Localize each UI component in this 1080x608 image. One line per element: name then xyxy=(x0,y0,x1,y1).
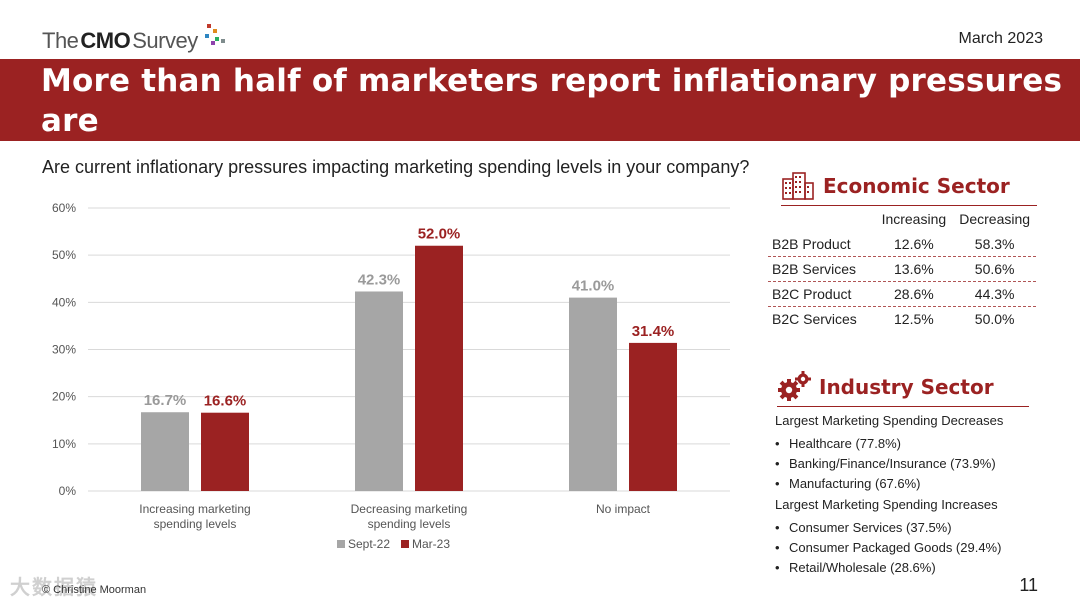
slide-title: More than half of marketers report infla… xyxy=(0,59,1080,181)
y-tick-label: 10% xyxy=(52,437,76,451)
x-tick-label: No impact xyxy=(596,502,651,516)
bar-mar-23 xyxy=(629,342,677,491)
sector-decreasing: 50.0% xyxy=(974,311,1015,327)
list-item: Manufacturing (67.6%) xyxy=(775,474,1035,494)
industry-sector-title: Industry Sector xyxy=(819,375,994,399)
bar-chart: 0% 10% 20% 30% 40% 50% 60% 16.7% 16.6% Increasing… xyxy=(52,201,730,551)
logo-dots-icon xyxy=(201,22,231,48)
bar-sept-22 xyxy=(141,412,189,491)
industry-sector-header: Industry Sector xyxy=(777,370,994,404)
economic-sector-table: Increasing Decreasing B2B Product 12.6% … xyxy=(768,206,1036,331)
data-label: 16.7% xyxy=(144,392,187,409)
slide-title-line2: causing a decrease in spending, up 20% f… xyxy=(41,143,1052,179)
increases-heading: Largest Marketing Spending Increases xyxy=(775,497,998,512)
legend-label: Sept-22 xyxy=(348,537,390,551)
economic-sector-header: Economic Sector xyxy=(781,171,1010,201)
x-tick-label: Increasing marketing xyxy=(139,502,250,516)
decreases-heading: Largest Marketing Spending Decreases xyxy=(775,413,1004,428)
sector-decreasing: 44.3% xyxy=(974,286,1015,302)
legend-label: Mar-23 xyxy=(412,537,450,551)
y-tick-label: 30% xyxy=(52,343,76,357)
title-banner: More than half of marketers report infla… xyxy=(0,59,1080,179)
sector-name: B2C Services xyxy=(772,311,857,327)
x-tick-label: spending levels xyxy=(368,517,451,531)
sector-decreasing: 58.3% xyxy=(974,236,1015,252)
table-row: B2C Product 28.6% 44.3% xyxy=(768,281,1036,306)
page-number: 11 xyxy=(1019,575,1038,595)
sector-increasing: 12.6% xyxy=(894,236,934,252)
y-tick-label: 50% xyxy=(52,248,76,262)
table-row: B2B Product 12.6% 58.3% xyxy=(768,232,1036,256)
increases-list: Consumer Services (37.5%) Consumer Packa… xyxy=(775,518,1035,578)
logo-the-text: The xyxy=(42,28,79,53)
legend-swatch xyxy=(401,540,409,548)
legend-swatch xyxy=(337,540,345,548)
logo-cmo-text: CMO xyxy=(80,28,131,53)
header-increasing: Increasing xyxy=(881,211,947,227)
sector-increasing: 28.6% xyxy=(894,286,934,302)
list-item: Healthcare (77.8%) xyxy=(775,434,1035,454)
list-item: Consumer Services (37.5%) xyxy=(775,518,1035,538)
data-label: 52.0% xyxy=(418,226,461,243)
economic-table-header: Increasing Decreasing xyxy=(768,206,1036,232)
report-date: March 2023 xyxy=(958,30,1044,47)
watermark: 大数据猿 xyxy=(10,577,98,599)
y-tick-label: 20% xyxy=(52,390,76,404)
x-tick-label: spending levels xyxy=(154,517,237,531)
logo-survey-text: Survey xyxy=(132,28,198,53)
bar-mar-23 xyxy=(415,245,463,491)
y-tick-label: 40% xyxy=(52,295,76,309)
economic-sector-title: Economic Sector xyxy=(823,174,1010,198)
building-icon xyxy=(782,172,814,200)
copyright-text: © Christine Moorman xyxy=(42,584,147,596)
list-item: Retail/Wholesale (28.6%) xyxy=(775,558,1035,578)
cmo-survey-logo: The CMO Survey xyxy=(42,22,231,53)
x-tick-label: Decreasing marketing xyxy=(351,502,468,516)
sector-name: B2B Product xyxy=(772,236,851,252)
table-row: B2C Services 12.5% 50.0% xyxy=(768,306,1036,331)
industry-sector-list: Largest Marketing Spending Decreases Hea… xyxy=(775,412,1035,580)
decreases-list: Healthcare (77.8%) Banking/Finance/Insur… xyxy=(775,434,1035,494)
data-label: 31.4% xyxy=(632,323,675,340)
list-item: Banking/Finance/Insurance (73.9%) xyxy=(775,454,1035,474)
data-label: 16.6% xyxy=(204,393,247,410)
survey-question: Are current inflationary pressures impac… xyxy=(42,157,750,177)
industry-sector-rule xyxy=(777,406,1029,407)
slide-title-line1: More than half of marketers report infla… xyxy=(41,63,1063,139)
table-row: B2B Services 13.6% 50.6% xyxy=(768,256,1036,281)
header-decreasing: Decreasing xyxy=(959,211,1031,227)
y-tick-label: 0% xyxy=(59,484,77,498)
bar-sept-22 xyxy=(355,291,403,491)
data-label: 42.3% xyxy=(358,271,401,288)
economic-sector-rule xyxy=(781,205,1037,206)
sector-increasing: 13.6% xyxy=(894,261,934,277)
gears-icon xyxy=(778,371,811,401)
y-tick-label: 60% xyxy=(52,201,76,215)
bar-mar-23 xyxy=(201,412,249,491)
sector-increasing: 12.5% xyxy=(894,311,934,327)
sector-name: B2C Product xyxy=(772,286,852,302)
sector-name: B2B Services xyxy=(772,261,857,277)
data-label: 41.0% xyxy=(572,278,615,295)
bar-sept-22 xyxy=(569,297,617,491)
sector-decreasing: 50.6% xyxy=(974,261,1015,277)
list-item: Consumer Packaged Goods (29.4%) xyxy=(775,538,1035,558)
